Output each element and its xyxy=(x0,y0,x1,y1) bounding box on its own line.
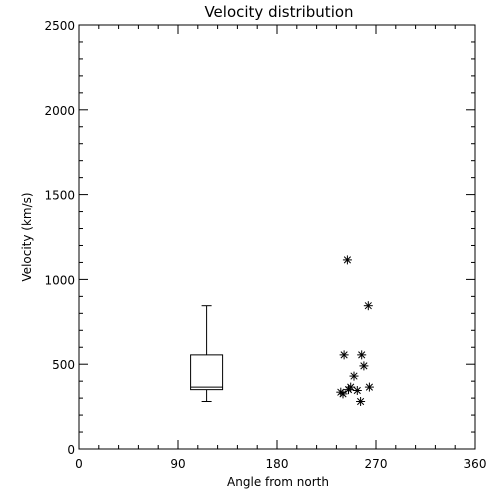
data-point xyxy=(339,350,349,360)
data-point xyxy=(336,387,346,397)
y-tick-label: 2000 xyxy=(44,104,75,118)
data-point xyxy=(356,397,366,407)
data-point-stroke xyxy=(343,256,351,264)
x-axis-label: Angle from north xyxy=(227,475,329,489)
tick-labels: 0 90 180 270 360 0 500 1000 1500 2000 2500 xyxy=(44,19,486,471)
y-tick-label: 1500 xyxy=(44,189,75,203)
y-tick-label: 1000 xyxy=(44,273,75,287)
x-tick-label: 270 xyxy=(365,457,388,471)
data-point-stroke xyxy=(353,386,361,395)
y-tick-label: 0 xyxy=(67,443,75,457)
x-tick-label: 0 xyxy=(75,457,83,471)
data-point-stroke xyxy=(344,386,353,394)
y-tick-label: 500 xyxy=(52,358,75,372)
data-point-stroke xyxy=(364,302,372,310)
data-point-stroke xyxy=(340,351,348,359)
data-point xyxy=(349,371,359,381)
data-point xyxy=(357,350,367,360)
axis-ticks xyxy=(78,24,476,450)
data-point-stroke xyxy=(350,372,358,380)
data-point xyxy=(352,385,362,395)
data-point xyxy=(363,301,373,311)
data-point-stroke xyxy=(358,351,366,359)
data-point xyxy=(344,385,353,395)
data-point-stroke xyxy=(365,383,373,391)
data-point xyxy=(364,382,374,392)
box-plot xyxy=(190,305,224,403)
data-point xyxy=(359,361,369,371)
x-tick-label: 360 xyxy=(464,457,487,471)
data-point-stroke xyxy=(337,388,345,396)
y-tick-label: 2500 xyxy=(44,19,75,33)
scatter-points xyxy=(336,255,374,407)
chart-title: Velocity distribution xyxy=(204,3,353,21)
data-point-stroke xyxy=(357,397,365,406)
data-point xyxy=(342,255,352,265)
x-tick-label: 90 xyxy=(170,457,185,471)
y-axis-label: Velocity (km/s) xyxy=(20,192,34,281)
x-tick-label: 180 xyxy=(266,457,289,471)
data-point-stroke xyxy=(360,362,368,370)
